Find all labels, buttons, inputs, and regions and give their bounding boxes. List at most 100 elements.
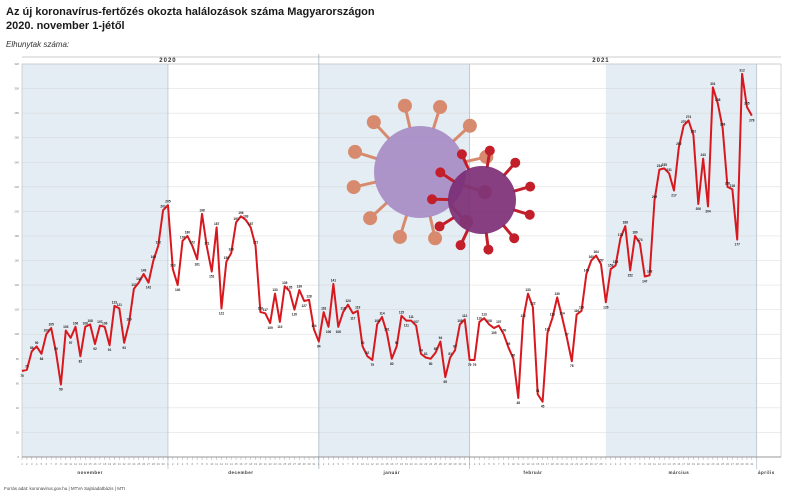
data-label: 178 [618, 233, 624, 237]
data-label: 107 [97, 320, 103, 324]
x-tick-label: 31 [463, 462, 467, 466]
data-label: 187 [214, 222, 220, 226]
data-label: 70 [20, 374, 24, 378]
data-label: 108 [375, 319, 381, 323]
x-tick-label: 11 [69, 462, 72, 466]
y-tick-label: 120 [14, 308, 19, 312]
x-tick-label: 19 [692, 462, 696, 466]
data-label: 108 [486, 319, 492, 323]
x-tick-label: 1 [469, 462, 471, 466]
x-tick-label: 4 [620, 462, 622, 466]
x-tick-label: 21 [118, 462, 122, 466]
data-label: 166 [229, 248, 235, 252]
data-label: 107 [496, 320, 502, 324]
data-label: 86 [30, 346, 34, 350]
month-label: január [383, 470, 401, 475]
data-label: 172 [253, 240, 259, 244]
data-label: 109 [126, 318, 132, 322]
data-label: 85 [434, 347, 438, 351]
x-tick-label: 8 [201, 462, 203, 466]
x-tick-label: 31 [750, 462, 754, 466]
data-label: 171 [204, 241, 210, 245]
x-tick-label: 11 [653, 462, 656, 466]
data-label: 121 [219, 311, 225, 315]
data-label: 108 [457, 319, 463, 323]
data-label: 108 [87, 319, 93, 323]
data-label: 198 [199, 208, 205, 212]
deaths-series-line [21, 72, 753, 403]
data-label: 116 [574, 309, 579, 313]
x-tick-label: 22 [570, 462, 574, 466]
virus-knob [427, 194, 438, 205]
y-tick-label: 240 [14, 160, 19, 164]
month-label: december [228, 470, 253, 475]
data-label: 252 [676, 142, 682, 146]
y-tick-label: 60 [16, 381, 20, 385]
data-label: 65 [444, 380, 448, 384]
x-tick-label: 2 [610, 462, 612, 466]
data-label: 106 [83, 321, 89, 325]
data-label: 128 [306, 294, 312, 298]
y-tick-label: 300 [14, 87, 19, 91]
data-label: 87 [453, 345, 457, 349]
x-tick-label: 26 [590, 462, 594, 466]
x-tick-label: 19 [405, 462, 409, 466]
data-label: 234 [657, 164, 663, 168]
x-tick-label: 10 [648, 462, 652, 466]
x-tick-label: 27 [293, 462, 297, 466]
x-tick-label: 12 [220, 462, 224, 466]
x-tick-label: 20 [697, 462, 701, 466]
data-label: 161 [194, 262, 200, 266]
data-label: 148 [647, 270, 653, 274]
data-label: 142 [146, 286, 152, 290]
virus-knob [435, 167, 446, 178]
virus-knob [509, 233, 520, 244]
x-tick-label: 5 [625, 462, 627, 466]
year-label: 2021 [592, 58, 609, 64]
data-label: 147 [642, 279, 648, 283]
x-tick-label: 11 [366, 462, 369, 466]
x-tick-label: 24 [278, 462, 282, 466]
data-label: 141 [331, 278, 337, 282]
data-label: 90 [35, 341, 39, 345]
x-tick-label: 16 [390, 462, 394, 466]
virus-knob [428, 231, 443, 246]
y-tick-label: 200 [14, 209, 19, 213]
x-tick-label: 22 [123, 462, 127, 466]
x-tick-label: 27 [444, 462, 448, 466]
x-tick-label: 8 [55, 462, 57, 466]
data-label: 160 [589, 255, 595, 259]
x-tick-label: 14 [531, 462, 535, 466]
data-label: 172 [156, 240, 162, 244]
x-tick-label: 18 [687, 462, 691, 466]
data-label: 81 [424, 352, 428, 356]
x-tick-label: 28 [599, 462, 603, 466]
x-tick-label: 28 [298, 462, 302, 466]
x-tick-label: 28 [152, 462, 156, 466]
x-tick-label: 20 [259, 462, 263, 466]
data-label: 94 [317, 345, 321, 349]
data-label: 205 [165, 200, 171, 204]
x-tick-label: 30 [162, 462, 166, 466]
virus-knob [455, 240, 466, 251]
x-tick-label: 27 [595, 462, 599, 466]
virus-knob [483, 244, 494, 255]
data-label: 97 [69, 341, 73, 345]
x-tick-label: 29 [157, 462, 161, 466]
data-labels: 7071869084100105855910397106821061089210… [20, 68, 754, 408]
x-tick-label: 5 [337, 462, 339, 466]
x-tick-label: 4 [483, 462, 485, 466]
data-label: 115 [399, 310, 404, 314]
x-tick-label: 17 [244, 462, 248, 466]
x-tick-label: 12 [522, 462, 526, 466]
data-label: 235 [662, 163, 668, 167]
year-label: 2020 [159, 58, 176, 64]
x-tick-label: 15 [536, 462, 540, 466]
virus-knob [434, 221, 445, 232]
data-label: 103 [63, 325, 69, 329]
x-tick-label: 30 [307, 462, 311, 466]
data-label: 91 [108, 348, 112, 352]
data-label: 196 [238, 211, 244, 215]
x-tick-label: 13 [376, 462, 380, 466]
x-tick-label: 27 [731, 462, 735, 466]
